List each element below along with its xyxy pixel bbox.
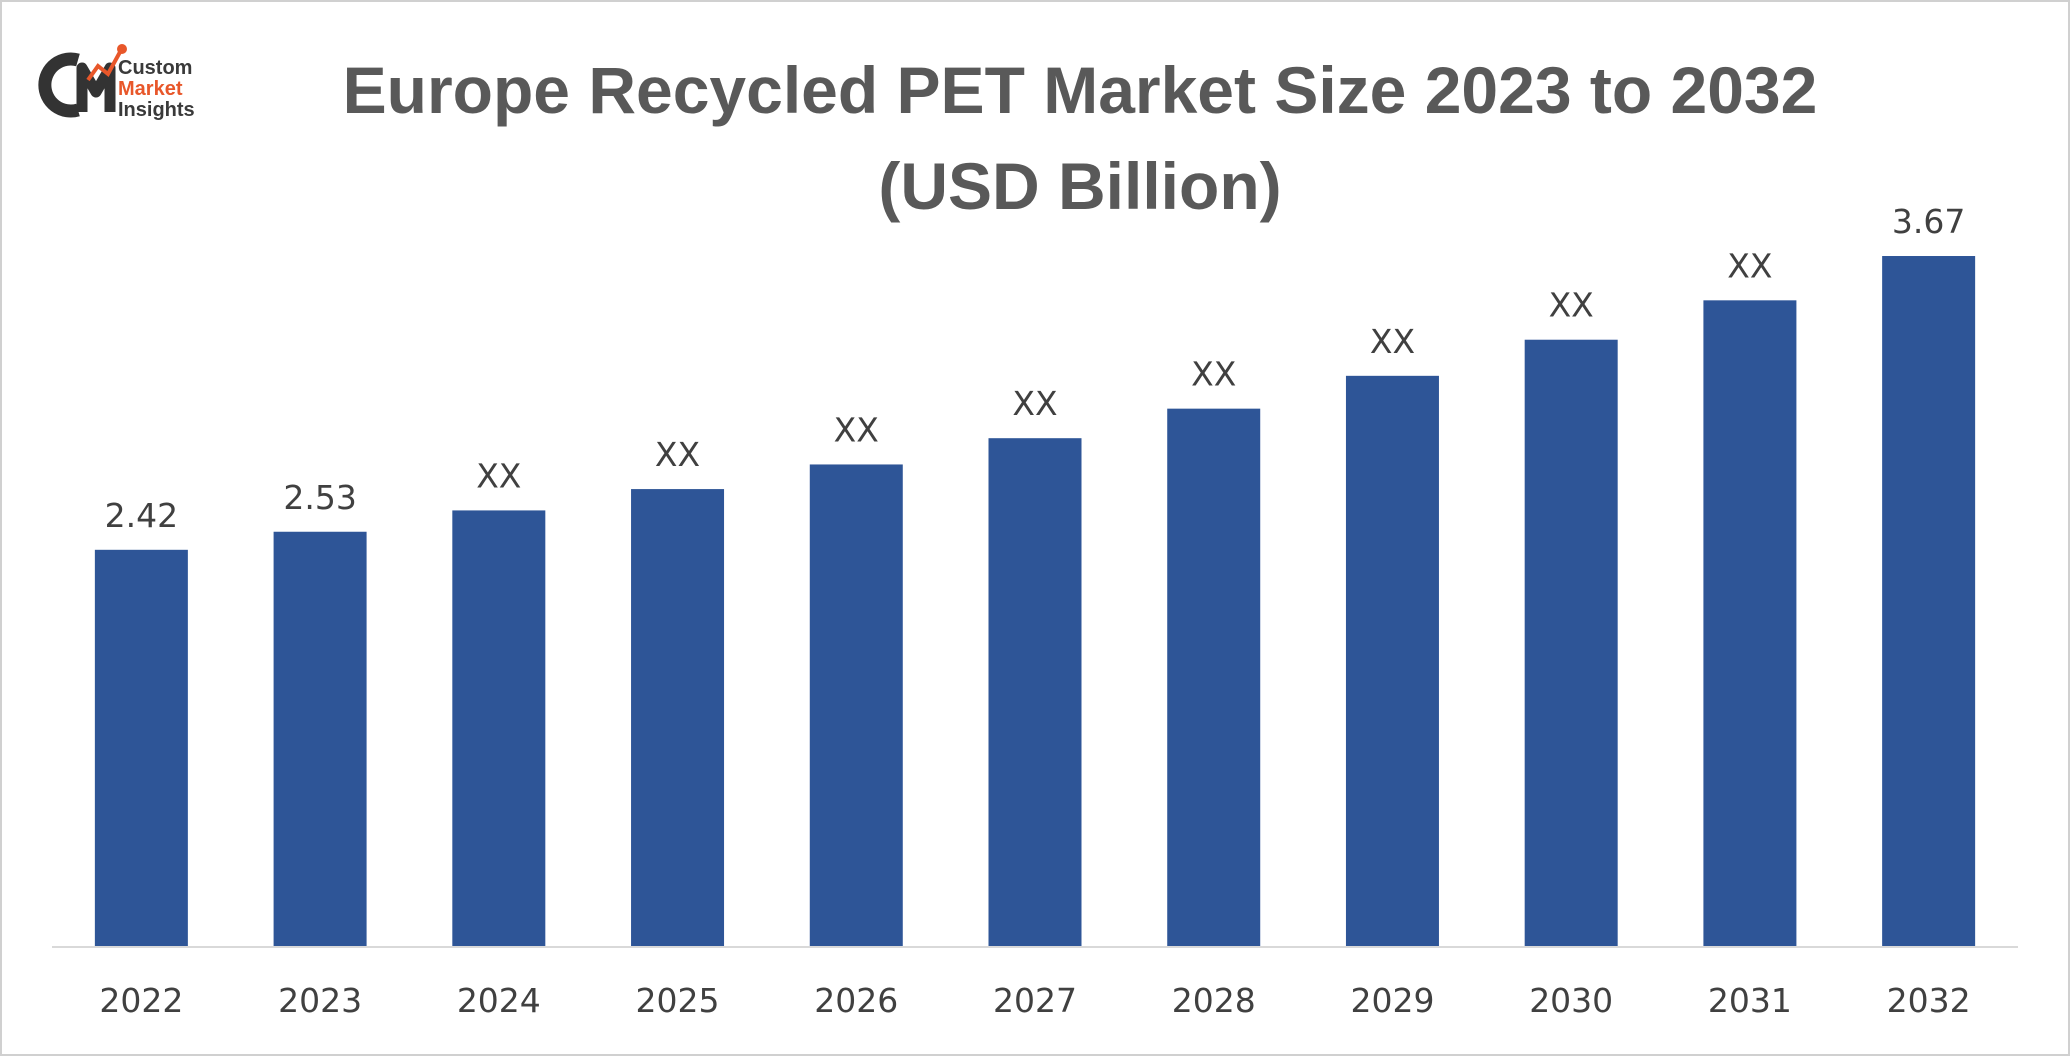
bar-2026 — [809, 464, 903, 947]
data-label-2030: XX — [1549, 286, 1594, 325]
bar-2029 — [1345, 375, 1439, 948]
logo-text: Custom Market Insights — [118, 58, 195, 121]
data-label-2031: XX — [1727, 246, 1772, 285]
bar-2027 — [988, 438, 1082, 947]
x-tick-label-2026: 2026 — [814, 981, 898, 1020]
data-label-2032: 3.67 — [1892, 202, 1965, 241]
company-logo: Custom Market Insights — [32, 40, 222, 130]
x-tick-label-2025: 2025 — [636, 981, 720, 1020]
bar-2023 — [273, 531, 367, 947]
data-label-2027: XX — [1012, 384, 1057, 423]
bar-2028 — [1167, 408, 1261, 947]
x-tick-label-2027: 2027 — [993, 981, 1077, 1020]
chart-subtitle: (USD Billion) — [878, 149, 1282, 223]
logo-mark-icon — [38, 44, 127, 118]
chart-title-block: Europe Recycled PET Market Size 2023 to … — [222, 42, 1938, 234]
data-label-2022: 2.42 — [105, 496, 178, 535]
bar-2025 — [631, 489, 725, 947]
x-tick-label-2029: 2029 — [1350, 981, 1434, 1020]
logo-line-insights: Insights — [118, 99, 195, 121]
bar-2024 — [452, 510, 546, 947]
x-tick-label-2023: 2023 — [278, 981, 362, 1020]
data-label-2025: XX — [655, 435, 700, 474]
chart-title: Europe Recycled PET Market Size 2023 to … — [342, 53, 1818, 127]
data-label-2026: XX — [834, 410, 879, 449]
x-tick-label-2032: 2032 — [1887, 981, 1971, 1020]
x-tick-label-2024: 2024 — [457, 981, 541, 1020]
bar-2022 — [94, 549, 188, 947]
bar-2030 — [1524, 339, 1618, 947]
data-label-2029: XX — [1370, 322, 1415, 361]
x-tick-label-2031: 2031 — [1708, 981, 1792, 1020]
data-label-2024: XX — [476, 456, 521, 495]
bar-2032 — [1882, 256, 1976, 947]
logo-line-market: Market — [118, 78, 183, 100]
logo-line-custom: Custom — [118, 57, 193, 79]
x-tick-label-2022: 2022 — [99, 981, 183, 1020]
x-tick-label-2030: 2030 — [1529, 981, 1613, 1020]
data-label-2023: 2.53 — [283, 478, 356, 517]
bar-2031 — [1703, 300, 1797, 948]
data-label-2028: XX — [1191, 355, 1236, 394]
x-tick-label-2028: 2028 — [1172, 981, 1256, 1020]
